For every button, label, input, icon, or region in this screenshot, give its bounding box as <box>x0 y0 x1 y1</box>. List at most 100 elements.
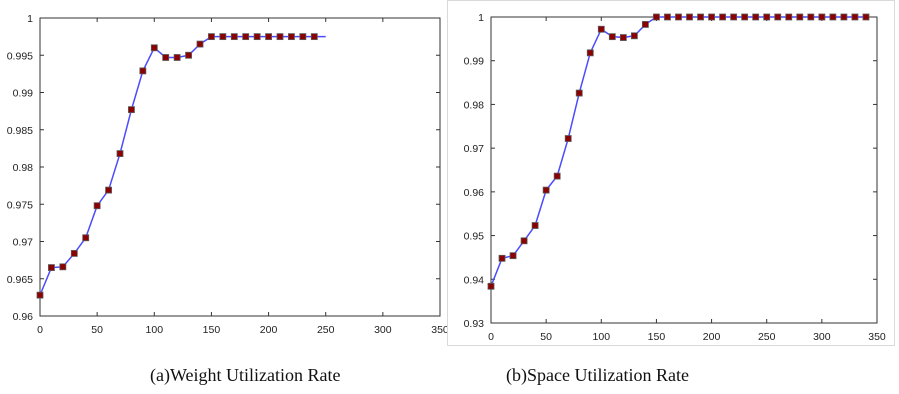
data-point <box>520 237 528 245</box>
x-tick-label: 100 <box>593 331 611 343</box>
data-point <box>299 33 307 41</box>
y-tick-label: 0.97 <box>13 237 34 249</box>
data-point <box>162 54 170 61</box>
x-tick-label: 150 <box>648 331 666 343</box>
x-tick-label: 250 <box>317 324 335 336</box>
data-point <box>785 13 793 21</box>
x-tick-label: 100 <box>146 324 164 336</box>
data-point <box>675 13 682 21</box>
x-tick-label: 350 <box>431 324 449 336</box>
y-tick-label: 0.98 <box>464 99 485 111</box>
x-tick-label: 50 <box>91 324 103 336</box>
data-point <box>730 13 738 21</box>
data-point <box>630 32 638 40</box>
space-utilization-caption: (b)Space Utilization Rate <box>506 365 689 385</box>
data-point <box>196 40 204 48</box>
y-tick-label: 0.96 <box>13 311 34 323</box>
x-tick-label: 300 <box>813 331 831 343</box>
y-tick-label: 1 <box>478 12 484 24</box>
y-tick-label: 0.975 <box>7 199 33 211</box>
data-point <box>542 186 550 194</box>
data-point <box>862 13 870 21</box>
data-point <box>105 186 112 194</box>
y-tick-label: 0.95 <box>464 231 485 243</box>
data-point <box>36 291 44 299</box>
data-point <box>807 13 815 21</box>
data-point <box>531 222 539 229</box>
x-tick-label: 350 <box>868 331 886 343</box>
data-point <box>851 13 859 21</box>
space-utilization-svg: 0 50 100 150 200 250 300 350 0.93 0.94 0.95 0.96 0.9… <box>464 12 886 343</box>
y-tick-label: 0.965 <box>7 274 33 286</box>
data-point <box>59 263 67 271</box>
data-point <box>82 234 90 242</box>
x-tick-label: 250 <box>758 331 776 343</box>
x-tick-label: 200 <box>703 331 721 343</box>
x-tick-label: 50 <box>540 331 552 343</box>
data-point <box>48 264 55 271</box>
data-point <box>641 21 649 28</box>
y-tick-label: 0.93 <box>464 318 485 330</box>
data-point <box>664 13 671 21</box>
data-point <box>653 13 660 21</box>
y-tick-label: 0.96 <box>464 187 485 199</box>
weight-utilization-svg: 0 50 100 150 200 250 300 350 0.96 0.965 0.97 0.975 0… <box>7 13 449 336</box>
data-point <box>139 67 147 75</box>
plot-area-frame <box>490 16 878 324</box>
data-point <box>93 202 101 210</box>
data-point <box>752 13 760 21</box>
x-tick-label: 0 <box>37 324 43 336</box>
data-point <box>829 13 837 21</box>
data-point <box>686 13 693 21</box>
y-tick-label: 0.995 <box>7 50 33 62</box>
data-point <box>288 33 295 41</box>
data-point <box>116 150 124 157</box>
data-point <box>619 34 627 41</box>
data-point <box>719 13 727 21</box>
data-point <box>509 252 517 260</box>
data-point <box>185 51 192 59</box>
data-point <box>774 13 782 21</box>
data-point <box>265 33 272 41</box>
plot-area-frame <box>39 17 441 317</box>
data-point <box>608 33 616 41</box>
y-tick-label: 0.94 <box>464 274 485 286</box>
space-utilization-chart: 0 50 100 150 200 250 300 350 0.93 0.94 0.95 0.96 0.9… <box>447 0 895 346</box>
data-point <box>741 13 749 21</box>
data-point <box>253 33 261 41</box>
data-point <box>763 13 771 21</box>
weight-utilization-chart: 0 50 100 150 200 250 300 350 0.96 0.965 0.97 0.975 0… <box>0 0 449 340</box>
data-point <box>597 25 605 33</box>
x-tick-label: 300 <box>374 324 392 336</box>
data-point <box>708 13 715 21</box>
data-point <box>697 13 704 21</box>
data-point <box>564 135 572 142</box>
y-tick-label: 1 <box>27 13 33 25</box>
data-point <box>208 33 215 41</box>
data-point <box>840 13 848 21</box>
weight-utilization-caption: (a)Weight Utilization Rate <box>150 365 341 385</box>
x-tick-label: 0 <box>488 331 494 343</box>
x-tick-label: 150 <box>203 324 221 336</box>
data-point <box>70 250 78 257</box>
data-point <box>219 33 227 41</box>
data-point <box>796 13 804 21</box>
y-tick-label: 0.98 <box>13 162 34 174</box>
data-point <box>487 282 495 290</box>
data-point <box>575 89 583 97</box>
y-tick-label: 0.97 <box>464 143 485 155</box>
data-point <box>230 33 238 41</box>
data-point <box>276 33 284 41</box>
data-point <box>150 44 158 52</box>
x-tick-label: 200 <box>260 324 278 336</box>
y-tick-label: 0.99 <box>13 88 34 100</box>
data-point <box>173 54 181 61</box>
data-point <box>242 33 250 41</box>
data-point <box>310 33 318 41</box>
y-tick-label: 0.99 <box>464 56 485 68</box>
data-point <box>553 172 561 180</box>
y-tick-label: 0.985 <box>7 125 33 137</box>
data-point <box>818 13 826 21</box>
data-point <box>498 254 506 262</box>
data-point <box>128 106 135 114</box>
